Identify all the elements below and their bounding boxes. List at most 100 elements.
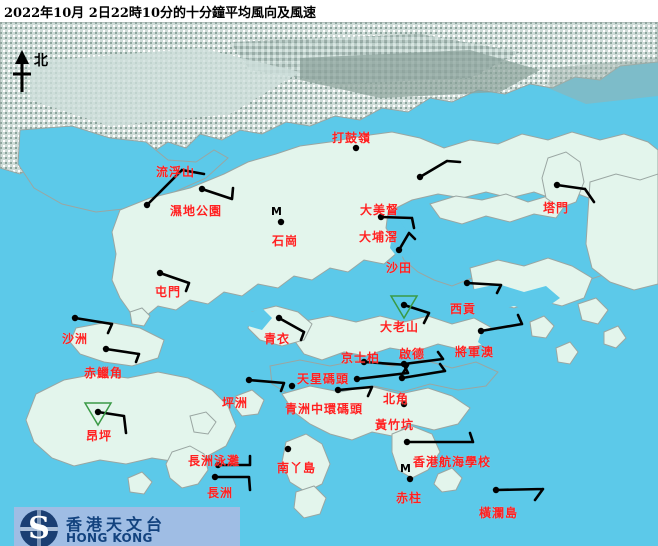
station-label[interactable]: 屯門 (155, 285, 182, 299)
station-marker-dot[interactable] (277, 218, 285, 226)
station-marker-dot[interactable] (400, 400, 408, 408)
station-marker-dot[interactable] (406, 475, 414, 483)
ma-on-shan-inlet (420, 244, 452, 266)
station-marker-dot[interactable] (245, 376, 253, 384)
logo-letter: S (28, 511, 50, 546)
station-label[interactable]: 大老山 (380, 320, 420, 334)
station-label[interactable]: 橫瀾島 (479, 506, 519, 520)
station-marker-dot[interactable] (400, 301, 408, 309)
wind-barb (402, 350, 445, 366)
rambler-channel-water (246, 308, 272, 330)
station-marker-dot[interactable] (353, 375, 361, 383)
stanley-peninsula (391, 425, 441, 479)
wind-barb (213, 475, 252, 492)
map-canvas: 北 打鼓嶺 流浮山 濕地公園 M 石崗 大美督 塔門 大埔滘 沙田 屯門 沙洲 赤鱲角 青衣 大老山 西貢將… (0, 22, 658, 546)
station-triangle-marker (83, 402, 113, 427)
station-label[interactable]: 大美督 (360, 203, 400, 217)
station-marker-dot[interactable] (143, 201, 151, 209)
station-label[interactable]: 長洲 (207, 486, 234, 500)
north-arrow: 北 (8, 48, 54, 96)
station-marker-dot[interactable] (211, 473, 219, 481)
station-label[interactable]: 中環碼頭 (311, 402, 364, 416)
station-label[interactable]: 赤柱 (396, 491, 423, 505)
station-marker-dot[interactable] (553, 181, 561, 189)
station-label[interactable]: 坪洲 (222, 396, 249, 410)
wind-barb (247, 378, 286, 393)
mainland-urban-patch-2 (300, 50, 540, 98)
station-label[interactable]: 啟德 (399, 347, 426, 361)
wind-barb (397, 231, 417, 252)
station-label[interactable]: 香港航海學校 (413, 455, 492, 469)
kowloon-landmass (293, 315, 493, 361)
wind-barb (418, 159, 462, 179)
station-marker-dot[interactable] (395, 246, 403, 254)
station-marker-dot[interactable] (398, 374, 406, 382)
station-marker-dot[interactable] (288, 382, 296, 390)
lamma-island-south (293, 485, 327, 519)
station-marker-dot[interactable] (360, 358, 368, 366)
station-label[interactable]: 京士柏 (341, 351, 381, 365)
chek-lap-kok-airport (69, 321, 165, 367)
station-marker-dot[interactable] (377, 213, 385, 221)
wind-barb (104, 347, 141, 364)
station-label[interactable]: 昂坪 (86, 429, 113, 443)
station-label[interactable]: 打鼓嶺 (332, 131, 372, 145)
station-marker-dot[interactable] (403, 438, 411, 446)
station-marker-dot[interactable] (102, 345, 110, 353)
wind-barb (216, 454, 252, 467)
lamma-island (281, 433, 331, 493)
station-marker-dot[interactable] (94, 408, 102, 416)
peng-chau-island (233, 389, 265, 417)
station-marker-dot[interactable] (198, 185, 206, 193)
station-label[interactable]: 沙田 (386, 261, 413, 275)
station-marker-dot[interactable] (477, 327, 485, 335)
nt-small-island-4 (603, 325, 627, 349)
plover-cove-peninsula (429, 193, 567, 225)
station-label[interactable]: 黃竹坑 (375, 418, 415, 432)
western-islands-small (127, 471, 153, 495)
station-label[interactable]: 石崗 (272, 234, 299, 248)
station-marker-dot[interactable] (352, 144, 360, 152)
station-label[interactable]: 濕地公園 (170, 204, 223, 218)
north-arrow-label: 北 (34, 53, 48, 69)
station-label[interactable]: 青衣 (264, 332, 291, 346)
mainland-urban-patch-4 (548, 58, 658, 104)
station-marker-dot[interactable] (463, 279, 471, 287)
wind-barb (402, 303, 431, 325)
station-label[interactable]: 青洲 (285, 402, 312, 416)
station-label[interactable]: 塔門 (543, 201, 570, 215)
logo-text-chinese: 香港天文台 (66, 515, 167, 534)
station-marker-dot[interactable] (71, 314, 79, 322)
station-label[interactable]: 沙洲 (62, 332, 89, 346)
station-label[interactable]: 赤鱲角 (84, 366, 124, 380)
station-marker-dot[interactable] (214, 461, 222, 469)
wind-barb (200, 186, 235, 201)
station-label[interactable]: 長洲泳灘 (188, 454, 241, 468)
deep-bay-water (17, 125, 229, 213)
logo-text-english: HONG KONG OBSERVATORY (66, 531, 168, 546)
wind-barb (96, 410, 128, 435)
station-label[interactable]: 流浮山 (156, 165, 196, 179)
station-label[interactable]: 北角 (383, 392, 410, 406)
station-label[interactable]: 將軍澳 (455, 345, 495, 359)
wind-barb (465, 281, 503, 295)
wind-barb (158, 271, 191, 293)
station-marker-dot[interactable] (156, 269, 164, 277)
station-label[interactable]: 南丫島 (277, 461, 317, 475)
station-marker-dot[interactable] (284, 445, 292, 453)
wind-barb (277, 316, 306, 342)
station-marker-dot[interactable] (334, 386, 342, 394)
nt-small-island-2 (555, 341, 579, 365)
sha-chau-island (129, 307, 151, 327)
wind-barb (336, 385, 374, 398)
station-marker-dot[interactable] (275, 314, 283, 322)
wind-barb (73, 316, 114, 335)
station-label[interactable]: 天星碼頭 (297, 372, 350, 386)
station-label[interactable]: 西貢 (450, 302, 477, 316)
station-marker-dot[interactable] (492, 486, 500, 494)
station-marker-dot[interactable] (416, 173, 424, 181)
station-label[interactable]: 大埔滘 (359, 230, 399, 244)
wind-barb (555, 183, 596, 204)
nt-small-island-3 (577, 297, 609, 325)
